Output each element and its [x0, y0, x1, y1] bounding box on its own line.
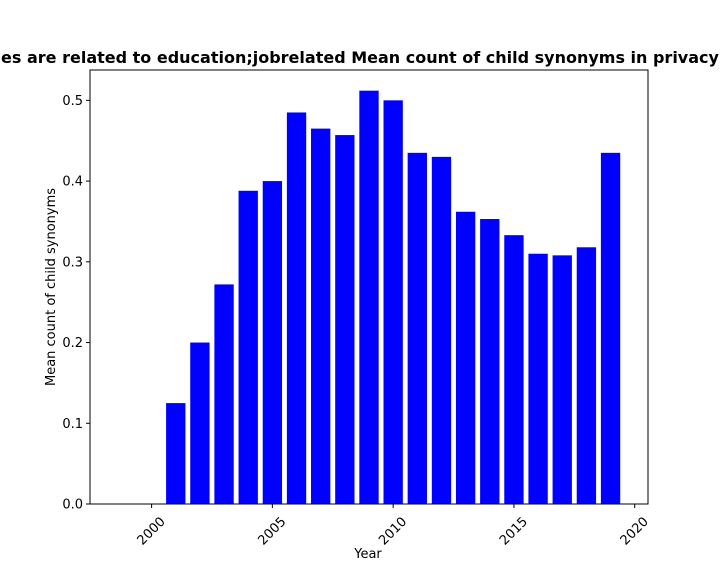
bar-2006 [286, 112, 307, 505]
bar-2018 [576, 247, 597, 504]
bar-2014 [480, 219, 500, 504]
bar-2007 [311, 128, 331, 504]
y-tick-label: 0.3 [62, 255, 83, 270]
y-tick-label: 0.0 [62, 498, 83, 513]
y-tick-label: 0.4 [62, 175, 83, 190]
y-axis-ticks: 0.0 0.1 0.2 0.3 0.4 0.5 [62, 94, 90, 513]
x-axis-label: Year [353, 547, 382, 562]
bar-2011 [407, 152, 427, 504]
bar-2003 [214, 284, 234, 504]
bar-2004 [238, 190, 258, 505]
y-tick-label: 0.2 [62, 336, 83, 351]
x-tick-label: 2015 [497, 514, 531, 548]
x-tick-label: 2000 [135, 514, 169, 548]
bar-2008 [335, 135, 355, 505]
bar-2010 [383, 100, 403, 505]
bar-group [166, 90, 621, 505]
bar-2013 [455, 211, 476, 504]
plot-frame [89, 69, 649, 505]
x-tick-label: 2005 [255, 514, 289, 548]
x-tick-label: 2010 [376, 514, 410, 548]
bar-2001 [166, 403, 186, 504]
bar-2017 [552, 255, 572, 504]
bar-2012 [431, 156, 452, 505]
x-axis-ticks: 2000 2005 2010 2015 2020 [135, 504, 652, 548]
bar-2002 [190, 342, 210, 504]
bar-2019 [600, 152, 621, 504]
y-tick-label: 0.1 [62, 417, 83, 432]
bar-2005 [262, 181, 283, 505]
bar-2016 [528, 253, 548, 504]
x-tick-label: 2020 [618, 514, 652, 548]
chart-title: es are related to education;jobrelated M… [1, 48, 719, 67]
bar-2009 [359, 90, 379, 505]
y-axis-label: Mean count of child synonyms [44, 188, 59, 386]
bar-2015 [504, 235, 524, 504]
y-tick-label: 0.5 [62, 94, 83, 109]
